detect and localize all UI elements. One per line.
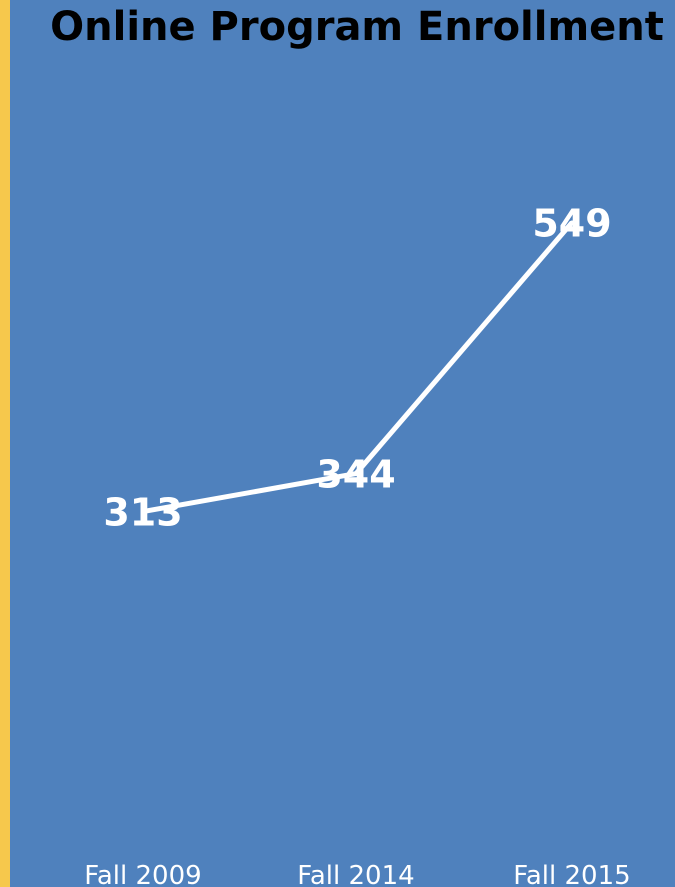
data-label: 313 bbox=[103, 491, 182, 535]
plot-area: 313 344 549 Fall 2009 Fall 2014 Fall 2015 bbox=[84, 201, 630, 887]
x-tick-label: Fall 2014 bbox=[297, 861, 414, 887]
chart-title: Online Program Enrollment bbox=[50, 4, 664, 50]
data-label: 344 bbox=[316, 453, 395, 497]
data-label: 549 bbox=[532, 201, 611, 245]
data-point bbox=[354, 471, 358, 476]
x-tick-label: Fall 2015 bbox=[513, 861, 630, 887]
chart-panel bbox=[10, 0, 675, 887]
data-point bbox=[141, 509, 145, 514]
x-tick-label: Fall 2009 bbox=[84, 861, 201, 887]
data-point bbox=[570, 220, 574, 225]
